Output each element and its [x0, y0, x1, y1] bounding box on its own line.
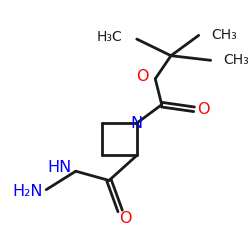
Text: H₃C: H₃C: [96, 30, 122, 44]
Text: N: N: [131, 116, 143, 131]
Text: O: O: [197, 102, 209, 117]
Text: O: O: [136, 70, 149, 84]
Text: O: O: [120, 211, 132, 226]
Text: HN: HN: [48, 160, 72, 175]
Text: H₂N: H₂N: [12, 184, 42, 199]
Text: CH₃: CH₃: [212, 28, 238, 42]
Text: CH₃: CH₃: [224, 53, 250, 67]
